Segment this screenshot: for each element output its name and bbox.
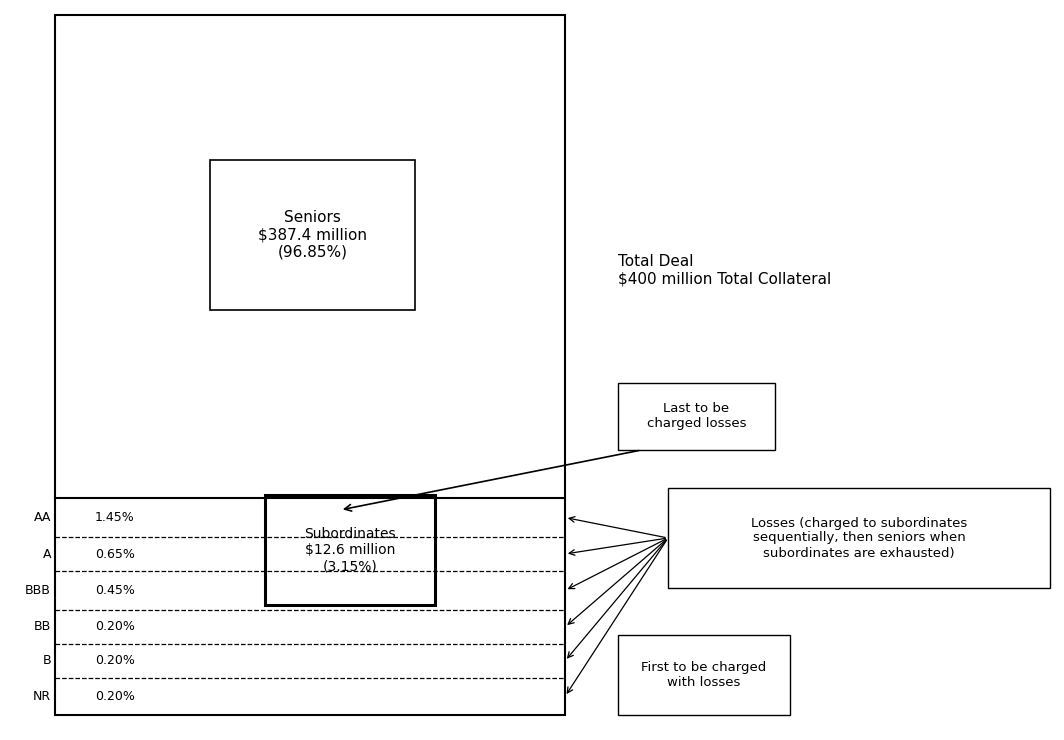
Text: 0.65%: 0.65% [95,548,135,560]
Bar [55,15,565,715]
Text: A: A [43,548,51,560]
Bar [668,488,1050,588]
Text: AA: AA [34,511,51,524]
Bar [210,160,415,310]
Bar [265,495,435,605]
Text: 0.45%: 0.45% [95,584,135,597]
Bar [618,635,789,715]
Text: Losses (charged to subordinates
sequentially, then seniors when
subordinates are: Losses (charged to subordinates sequenti… [751,517,967,559]
Text: Last to be
charged losses: Last to be charged losses [647,403,746,431]
Text: Subordinates
$12.6 million
(3.15%): Subordinates $12.6 million (3.15%) [304,527,396,574]
Text: BB: BB [34,621,51,633]
Text: NR: NR [33,690,51,703]
Text: 0.20%: 0.20% [95,654,135,667]
Text: Seniors
$387.4 million
(96.85%): Seniors $387.4 million (96.85%) [257,210,367,260]
Text: 1.45%: 1.45% [95,511,135,524]
Text: Total Deal
$400 million Total Collateral: Total Deal $400 million Total Collateral [618,254,831,286]
Bar [618,383,775,450]
Text: B: B [43,654,51,667]
Text: First to be charged
with losses: First to be charged with losses [642,661,767,689]
Text: 0.20%: 0.20% [95,621,135,633]
Text: 0.20%: 0.20% [95,690,135,703]
Text: BBB: BBB [26,584,51,597]
